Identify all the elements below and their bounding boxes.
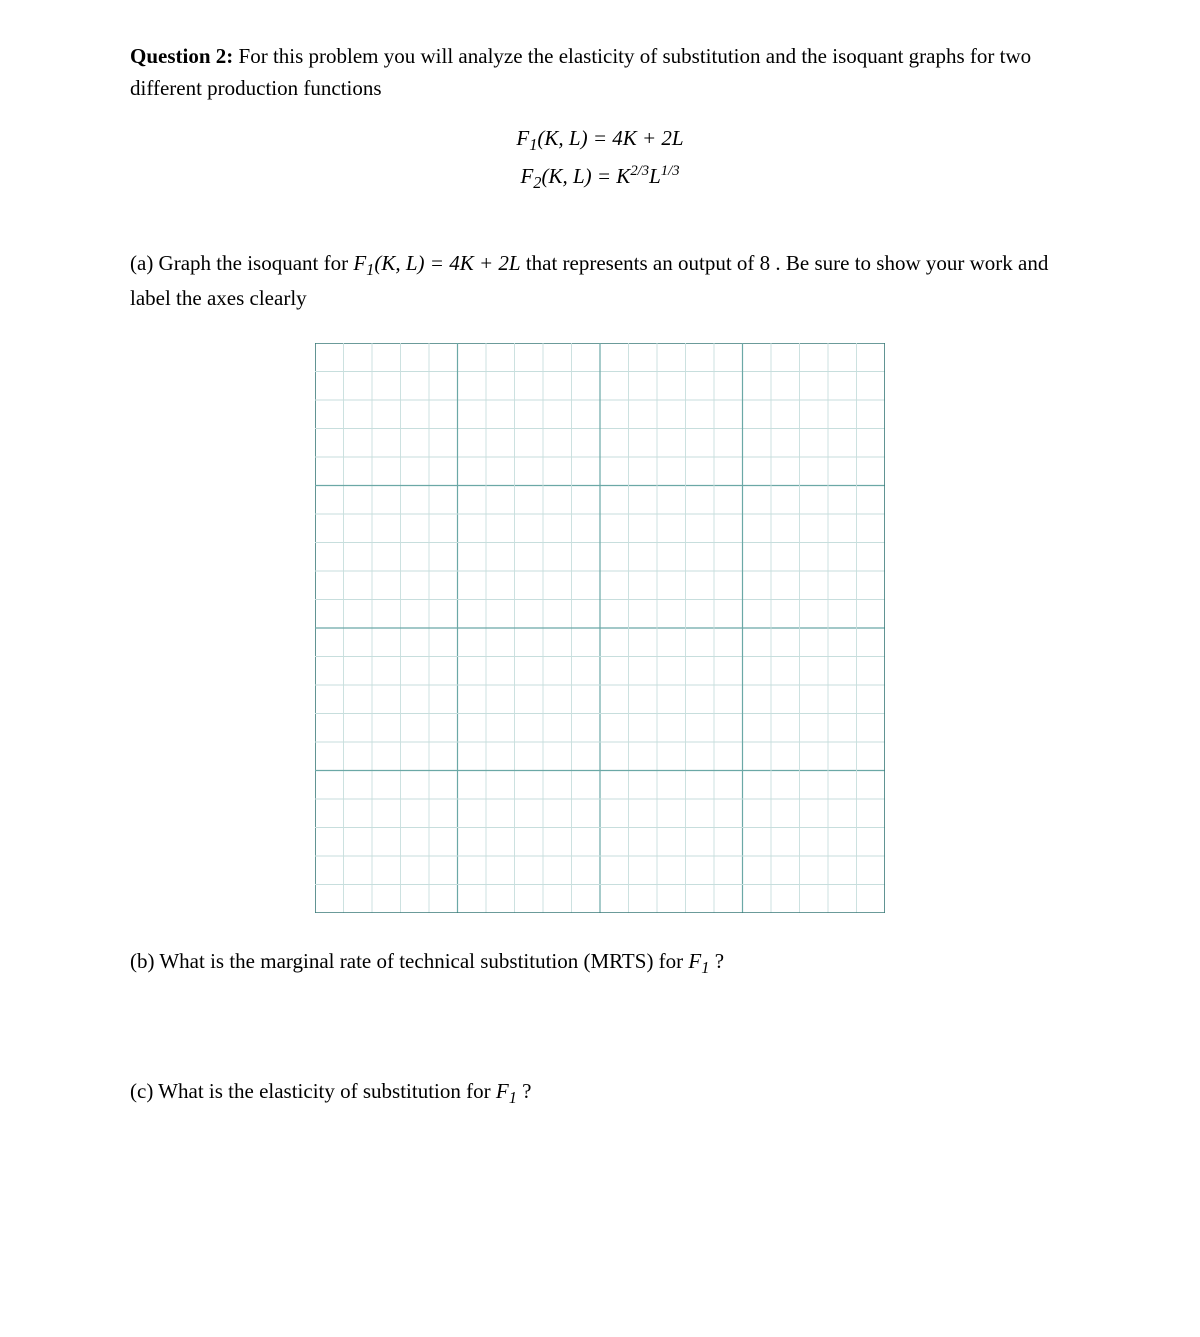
part-c-pre: (c) What is the elasticity of substituti… [130,1079,496,1103]
part-b-fn: F [688,949,701,973]
part-b-pre: (b) What is the marginal rate of technic… [130,949,688,973]
question-label: Question 2: [130,44,233,68]
page: Question 2: For this problem you will an… [0,0,1200,1192]
part-c-sub: 1 [509,1089,517,1108]
question-intro: For this problem you will analyze the el… [130,44,1031,100]
eq2-exp2: 1/3 [661,163,680,179]
part-a-pre: (a) Graph the isoquant for [130,251,353,275]
equation-1: F1(K, L) = 4K + 2L [130,122,1070,158]
eq1-args: (K, L) = 4K + 2L [537,126,683,150]
graph-grid [315,343,885,913]
eq1-fn: F [516,126,529,150]
eq2-mid: L [649,164,661,188]
part-a-args: (K, L) = 4K + 2L [374,251,520,275]
eq2-exp1: 2/3 [630,163,649,179]
part-b: (b) What is the marginal rate of technic… [130,945,1070,981]
eq2-fn: F [520,164,533,188]
question-header: Question 2: For this problem you will an… [130,41,1070,104]
part-c-fn: F [496,1079,509,1103]
part-c-post: ? [517,1079,532,1103]
part-c: (c) What is the elasticity of substituti… [130,1075,1070,1111]
eq2-pre: (K, L) = K [541,164,630,188]
equations-block: F1(K, L) = 4K + 2L F2(K, L) = K2/3L1/3 [130,122,1070,197]
part-a-fn: F [353,251,366,275]
equation-2: F2(K, L) = K2/3L1/3 [130,160,1070,196]
part-b-post: ? [709,949,724,973]
grid-container [130,343,1070,913]
part-a: (a) Graph the isoquant for F1(K, L) = 4K… [130,247,1070,315]
